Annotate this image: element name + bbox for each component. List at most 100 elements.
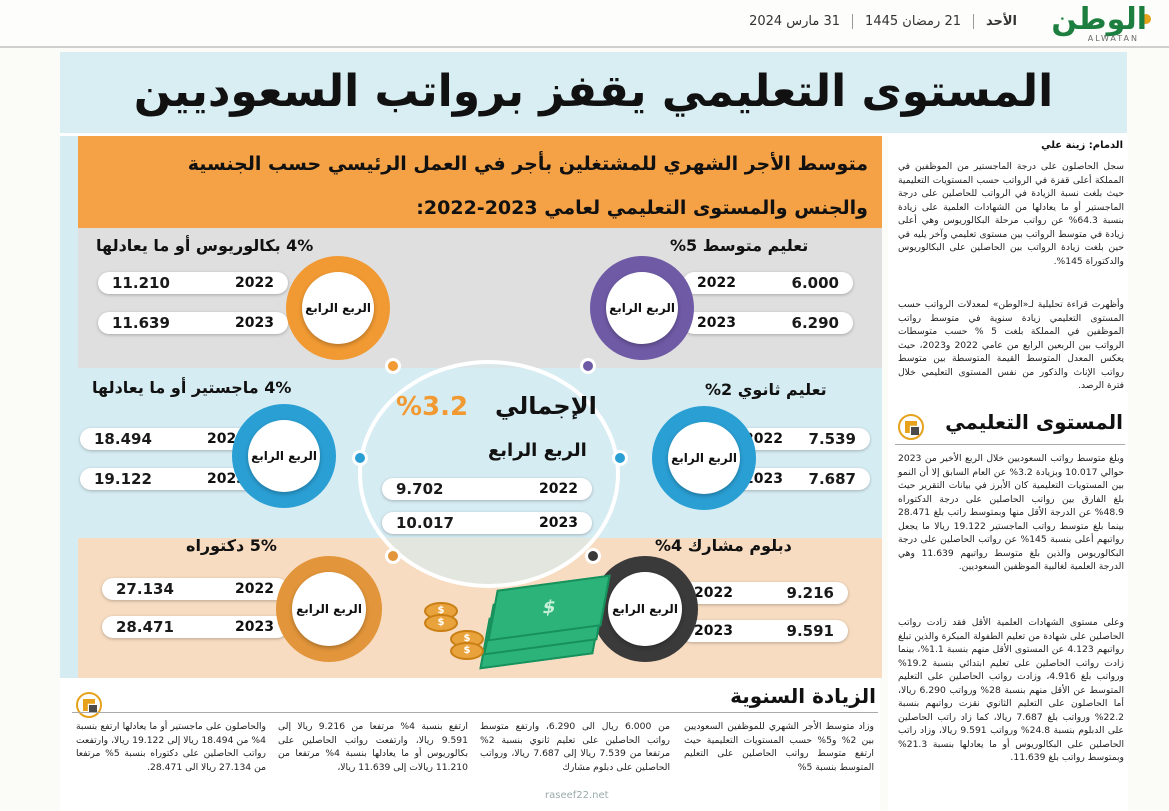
- ring-intermediate: الربع الرابع: [590, 256, 694, 360]
- value-label: 18.494: [94, 430, 152, 448]
- ring-diploma: الربع الرابع: [592, 556, 698, 662]
- ring-doctorate: الربع الرابع: [276, 556, 382, 662]
- ring-label: الربع الرابع: [247, 419, 321, 493]
- value-label: 6.000: [791, 274, 839, 292]
- year-label: 2023: [694, 623, 733, 639]
- value-label: 7.687: [808, 470, 856, 488]
- year-label: 2023: [235, 315, 274, 331]
- pill-secondary-2022: 2022 7.539: [730, 428, 870, 450]
- watermark: raseef22.net: [545, 790, 609, 801]
- year-label: 2022: [697, 275, 736, 291]
- value-label: 7.539: [808, 430, 856, 448]
- category-title-secondary: تعليم ثانوي 2%: [705, 380, 827, 399]
- pill-doctorate-2022: 27.134 2022: [102, 578, 288, 600]
- connector-intermediate: [580, 358, 596, 374]
- section-icon: [898, 414, 924, 440]
- total-quarter: الربع الرابع: [488, 440, 587, 461]
- logo-english: ALWATAN: [1087, 34, 1139, 43]
- total-year-2022: 2022: [539, 481, 578, 497]
- pill-secondary-2023: 2023 7.687: [730, 468, 870, 490]
- year-label: 2022: [694, 585, 733, 601]
- article-para3: وبلغ متوسط رواتب السعوديين خلال الربع ال…: [898, 453, 1124, 572]
- year-label: 2023: [697, 315, 736, 331]
- alwatan-logo: الوطن ALWATAN: [1037, 2, 1151, 44]
- article-column: [888, 136, 1128, 811]
- value-label: 11.210: [112, 274, 170, 292]
- value-label: 19.122: [94, 470, 152, 488]
- bottom-col-2: من 6.000 ريال الى 6.290، وارتفع متوسط رو…: [480, 721, 671, 773]
- hijri-date: 21 رمضان 1445: [852, 14, 973, 29]
- article-para4: وعلى مستوى الشهادات العلمية الأقل فقد زا…: [898, 617, 1125, 763]
- byline: الدمام: زينة علي: [1041, 140, 1123, 151]
- connector-diploma: [585, 548, 601, 564]
- money-illustration: $ $ $ $ $ $ $: [420, 570, 611, 680]
- ring-bachelor: الربع الرابع: [286, 256, 390, 360]
- pill-intermediate-2023: 2023 6.290: [683, 312, 853, 334]
- article-intro: سجل الحاصلون على درجة الماجستير من الموظ…: [898, 161, 1124, 267]
- article-para2: وأظهرت قراءة تحليلية لـ«الوطن» لمعدلات ا…: [898, 299, 1125, 391]
- total-hub: [358, 360, 620, 588]
- bottom-col-3: ارتفع بنسبة 4% مرتفعا من 9.216 ريالا إلى…: [278, 721, 468, 773]
- value-label: 9.216: [786, 584, 834, 602]
- category-title-diploma: دبلوم مشارك 4%: [655, 536, 792, 555]
- band-top: [78, 228, 882, 368]
- masthead: الوطن ALWATAN الأحد 21 رمضان 1445 31 مار…: [0, 0, 1169, 48]
- ring-label: الربع الرابع: [605, 271, 679, 345]
- bottom-section: [60, 678, 880, 811]
- pill-diploma-2022: 2022 9.216: [680, 582, 848, 604]
- pill-bachelor-2022: 11.210 2022: [98, 272, 288, 294]
- section-divider: [72, 712, 878, 713]
- headline: المستوى التعليمي يقفز برواتب السعوديين %…: [60, 52, 1127, 197]
- section-heading-annual: الزيادة السنوية: [730, 684, 876, 708]
- total-value-2022: 9.702: [396, 480, 444, 498]
- infographic-subtitle-line1: متوسط الأجر الشهري للمشتغلين بأجر في الع…: [187, 153, 868, 175]
- ring-master: الربع الرابع: [232, 404, 336, 508]
- pill-bachelor-2023: 11.639 2023: [98, 312, 288, 334]
- category-title-doctorate: 5% دكتوراه: [186, 536, 277, 555]
- pill-intermediate-2022: 2022 6.000: [683, 272, 853, 294]
- ring-label: الربع الرابع: [667, 421, 741, 495]
- total-year-2023: 2023: [539, 515, 578, 531]
- connector-doctorate: [385, 548, 401, 564]
- section-icon: [76, 692, 102, 718]
- connector-secondary: [612, 450, 628, 466]
- infographic-subtitle-line2: والجنس والمستوى التعليمي لعامي 2023-2022…: [416, 197, 868, 219]
- total-pill-2022: 9.702 2022: [382, 478, 592, 500]
- year-label: 2022: [235, 275, 274, 291]
- section-divider: [895, 444, 1125, 445]
- coin-icon: $: [450, 642, 484, 660]
- value-label: 6.290: [791, 314, 839, 332]
- total-value-2023: 10.017: [396, 514, 454, 532]
- connector-master: [352, 450, 368, 466]
- total-pill-2023: 10.017 2023: [382, 512, 592, 534]
- total-title: الإجمالي: [495, 392, 597, 420]
- bottom-col-4: والحاصلون على ماجستير أو ما يعادلها ارتف…: [76, 721, 266, 773]
- total-pct: %3.2: [396, 392, 469, 422]
- value-label: 9.591: [786, 622, 834, 640]
- value-label: 11.639: [112, 314, 170, 332]
- pill-master-2023: 19.122 2023: [80, 468, 260, 490]
- ring-label: الربع الرابع: [607, 571, 683, 647]
- value-label: 27.134: [116, 580, 174, 598]
- category-title-bachelor: 4% بكالوريوس أو ما يعادلها: [96, 236, 314, 255]
- value-label: 28.471: [116, 618, 174, 636]
- pill-doctorate-2023: 28.471 2023: [102, 616, 288, 638]
- category-title-intermediate: تعليم متوسط 5%: [670, 236, 809, 255]
- year-label: 2022: [235, 581, 274, 597]
- infographic-subtitle-bar: متوسط الأجر الشهري للمشتغلين بأجر في الع…: [78, 136, 882, 228]
- bottom-col-1: وزاد متوسط الأجر الشهري للموظفين السعودي…: [684, 721, 875, 773]
- year-label: 2023: [744, 471, 783, 487]
- pill-diploma-2023: 2023 9.591: [680, 620, 848, 642]
- ring-label: الربع الرابع: [291, 571, 367, 647]
- pill-master-2022: 18.494 2022: [80, 428, 260, 450]
- logo-dot: [1141, 14, 1151, 24]
- category-title-master: 4% ماجستير أو ما يعادلها: [92, 378, 292, 397]
- section-heading-level: المستوى التعليمي: [945, 410, 1123, 434]
- connector-bachelor: [385, 358, 401, 374]
- day-name: الأحد: [972, 14, 1029, 29]
- year-label: 2023: [235, 619, 274, 635]
- gregorian-date: 31 مارس 2024: [749, 14, 841, 29]
- ring-label: الربع الرابع: [301, 271, 375, 345]
- ring-secondary: الربع الرابع: [652, 406, 756, 510]
